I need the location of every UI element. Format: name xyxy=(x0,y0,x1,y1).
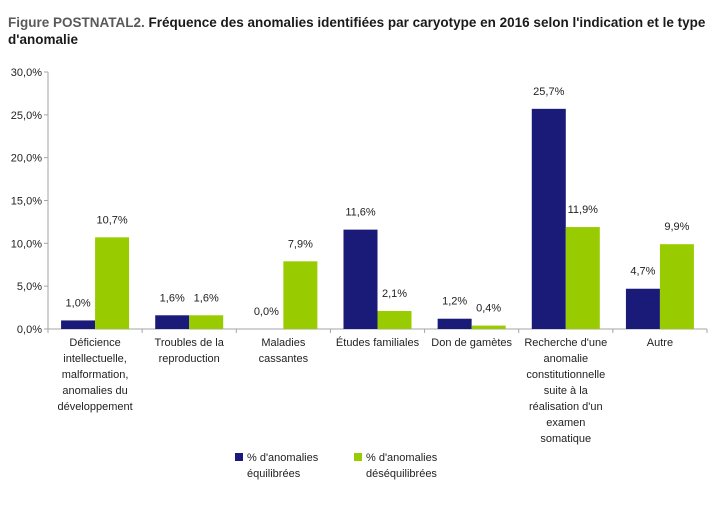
y-tick-label: 15,0% xyxy=(11,196,42,208)
x-tick-label: Études familiales xyxy=(336,336,420,349)
legend-swatch-equilibrees xyxy=(235,453,243,461)
x-tick-label-line: Autre xyxy=(647,337,673,349)
y-tick-label: 20,0% xyxy=(11,153,42,165)
legend-label-equilibrees: % d'anomalies équilibrées xyxy=(247,450,318,482)
bar-equilibrees xyxy=(531,108,566,329)
bar-equilibrees xyxy=(343,229,378,329)
data-label: 1,2% xyxy=(442,296,467,308)
legend-line: déséquilibrées xyxy=(366,468,437,480)
x-tick-label-line: réalisation d'un xyxy=(529,401,603,413)
x-tick-label-line: Études familiales xyxy=(336,336,420,349)
legend-item-desequilibrees: % d'anomalies déséquilibrées xyxy=(354,450,437,482)
bar-equilibrees xyxy=(155,315,190,329)
x-tick-label-line: reproduction xyxy=(159,353,220,365)
bar-desequilibrees xyxy=(471,325,506,329)
x-tick-label: Recherche d'une anomalie constitutionnelle… xyxy=(524,337,607,445)
x-tick-label: Don de gamètes xyxy=(431,337,512,349)
y-tick-label: 25,0% xyxy=(11,110,42,122)
data-label: 1,0% xyxy=(66,297,91,309)
x-tick-label-line: anomalie xyxy=(543,353,588,365)
bar-desequilibrees xyxy=(377,311,412,329)
data-label: 9,9% xyxy=(664,221,689,233)
x-tick-label-line: cassantes xyxy=(259,353,309,365)
x-tick-label-line: suite à la xyxy=(544,385,589,397)
bar-desequilibrees xyxy=(565,227,600,329)
data-label: 11,9% xyxy=(568,204,599,216)
x-tick-label-line: Don de gamètes xyxy=(431,337,512,349)
bar-desequilibrees xyxy=(95,237,130,329)
chart-legend: % d'anomalies équilibrées % d'anomalies … xyxy=(0,450,720,490)
data-label: 11,6% xyxy=(345,207,376,219)
data-label: 25,7% xyxy=(533,86,564,98)
x-tick-label-line: Recherche d'une xyxy=(524,337,607,349)
bar-equilibrees xyxy=(437,318,472,329)
data-label: 0,0% xyxy=(254,306,279,318)
x-tick-label: Troubles de la reproduction xyxy=(155,337,225,365)
data-label: 1,6% xyxy=(160,292,185,304)
x-tick-label-line: somatique xyxy=(540,433,591,445)
x-tick-label: Autre xyxy=(647,337,673,349)
bar-desequilibrees xyxy=(189,315,224,329)
x-tick-label-line: examen xyxy=(546,417,585,429)
bar-desequilibrees xyxy=(659,244,694,329)
legend-line: équilibrées xyxy=(247,468,301,480)
legend-label-desequilibrees: % d'anomalies déséquilibrées xyxy=(366,450,437,482)
x-tick-label-line: malformation, xyxy=(62,369,129,381)
x-tick-label-line: anomalies du xyxy=(62,385,127,397)
x-tick-label-line: Déficience xyxy=(69,337,120,349)
legend-item-equilibrees: % d'anomalies équilibrées xyxy=(235,450,318,482)
bar-equilibrees xyxy=(61,320,96,329)
data-label: 7,9% xyxy=(288,238,313,250)
y-tick-label: 30,0% xyxy=(11,67,42,79)
y-tick-label: 5,0% xyxy=(17,281,42,293)
legend-line: % d'anomalies xyxy=(366,452,438,464)
data-label: 2,1% xyxy=(382,288,407,300)
x-tick-label: Déficience intellectuelle, malformation, an… xyxy=(57,337,132,413)
x-tick-label-line: développement xyxy=(57,401,132,413)
figure-caption: Fréquence des anomalies identifiées par … xyxy=(8,15,706,47)
x-tick-label-line: Troubles de la xyxy=(155,337,225,349)
data-label: 0,4% xyxy=(476,303,501,315)
x-tick-label: Maladies cassantes xyxy=(259,337,309,365)
y-tick-label: 0,0% xyxy=(17,324,42,336)
x-tick-label-line: intellectuelle, xyxy=(63,353,127,365)
data-label: 10,7% xyxy=(96,214,127,226)
data-label: 4,7% xyxy=(630,266,655,278)
figure-number: Figure POSTNATAL2. xyxy=(8,15,145,30)
legend-swatch-desequilibrees xyxy=(354,453,362,461)
chart-title: Figure POSTNATAL2. Fréquence des anomali… xyxy=(8,14,708,48)
bar-equilibrees xyxy=(625,288,660,329)
data-label: 1,6% xyxy=(194,292,219,304)
legend-line: % d'anomalies xyxy=(247,452,319,464)
bar-desequilibrees xyxy=(283,261,318,329)
bar-chart: 0,0% 5,0% 10,0% 15,0% 20,0% 25,0% 30,0% 1,0% 10,… xyxy=(11,67,708,445)
x-tick-label-line: Maladies xyxy=(261,337,306,349)
y-tick-label: 10,0% xyxy=(11,238,42,250)
x-tick-label-line: constitutionnelle xyxy=(526,369,605,381)
